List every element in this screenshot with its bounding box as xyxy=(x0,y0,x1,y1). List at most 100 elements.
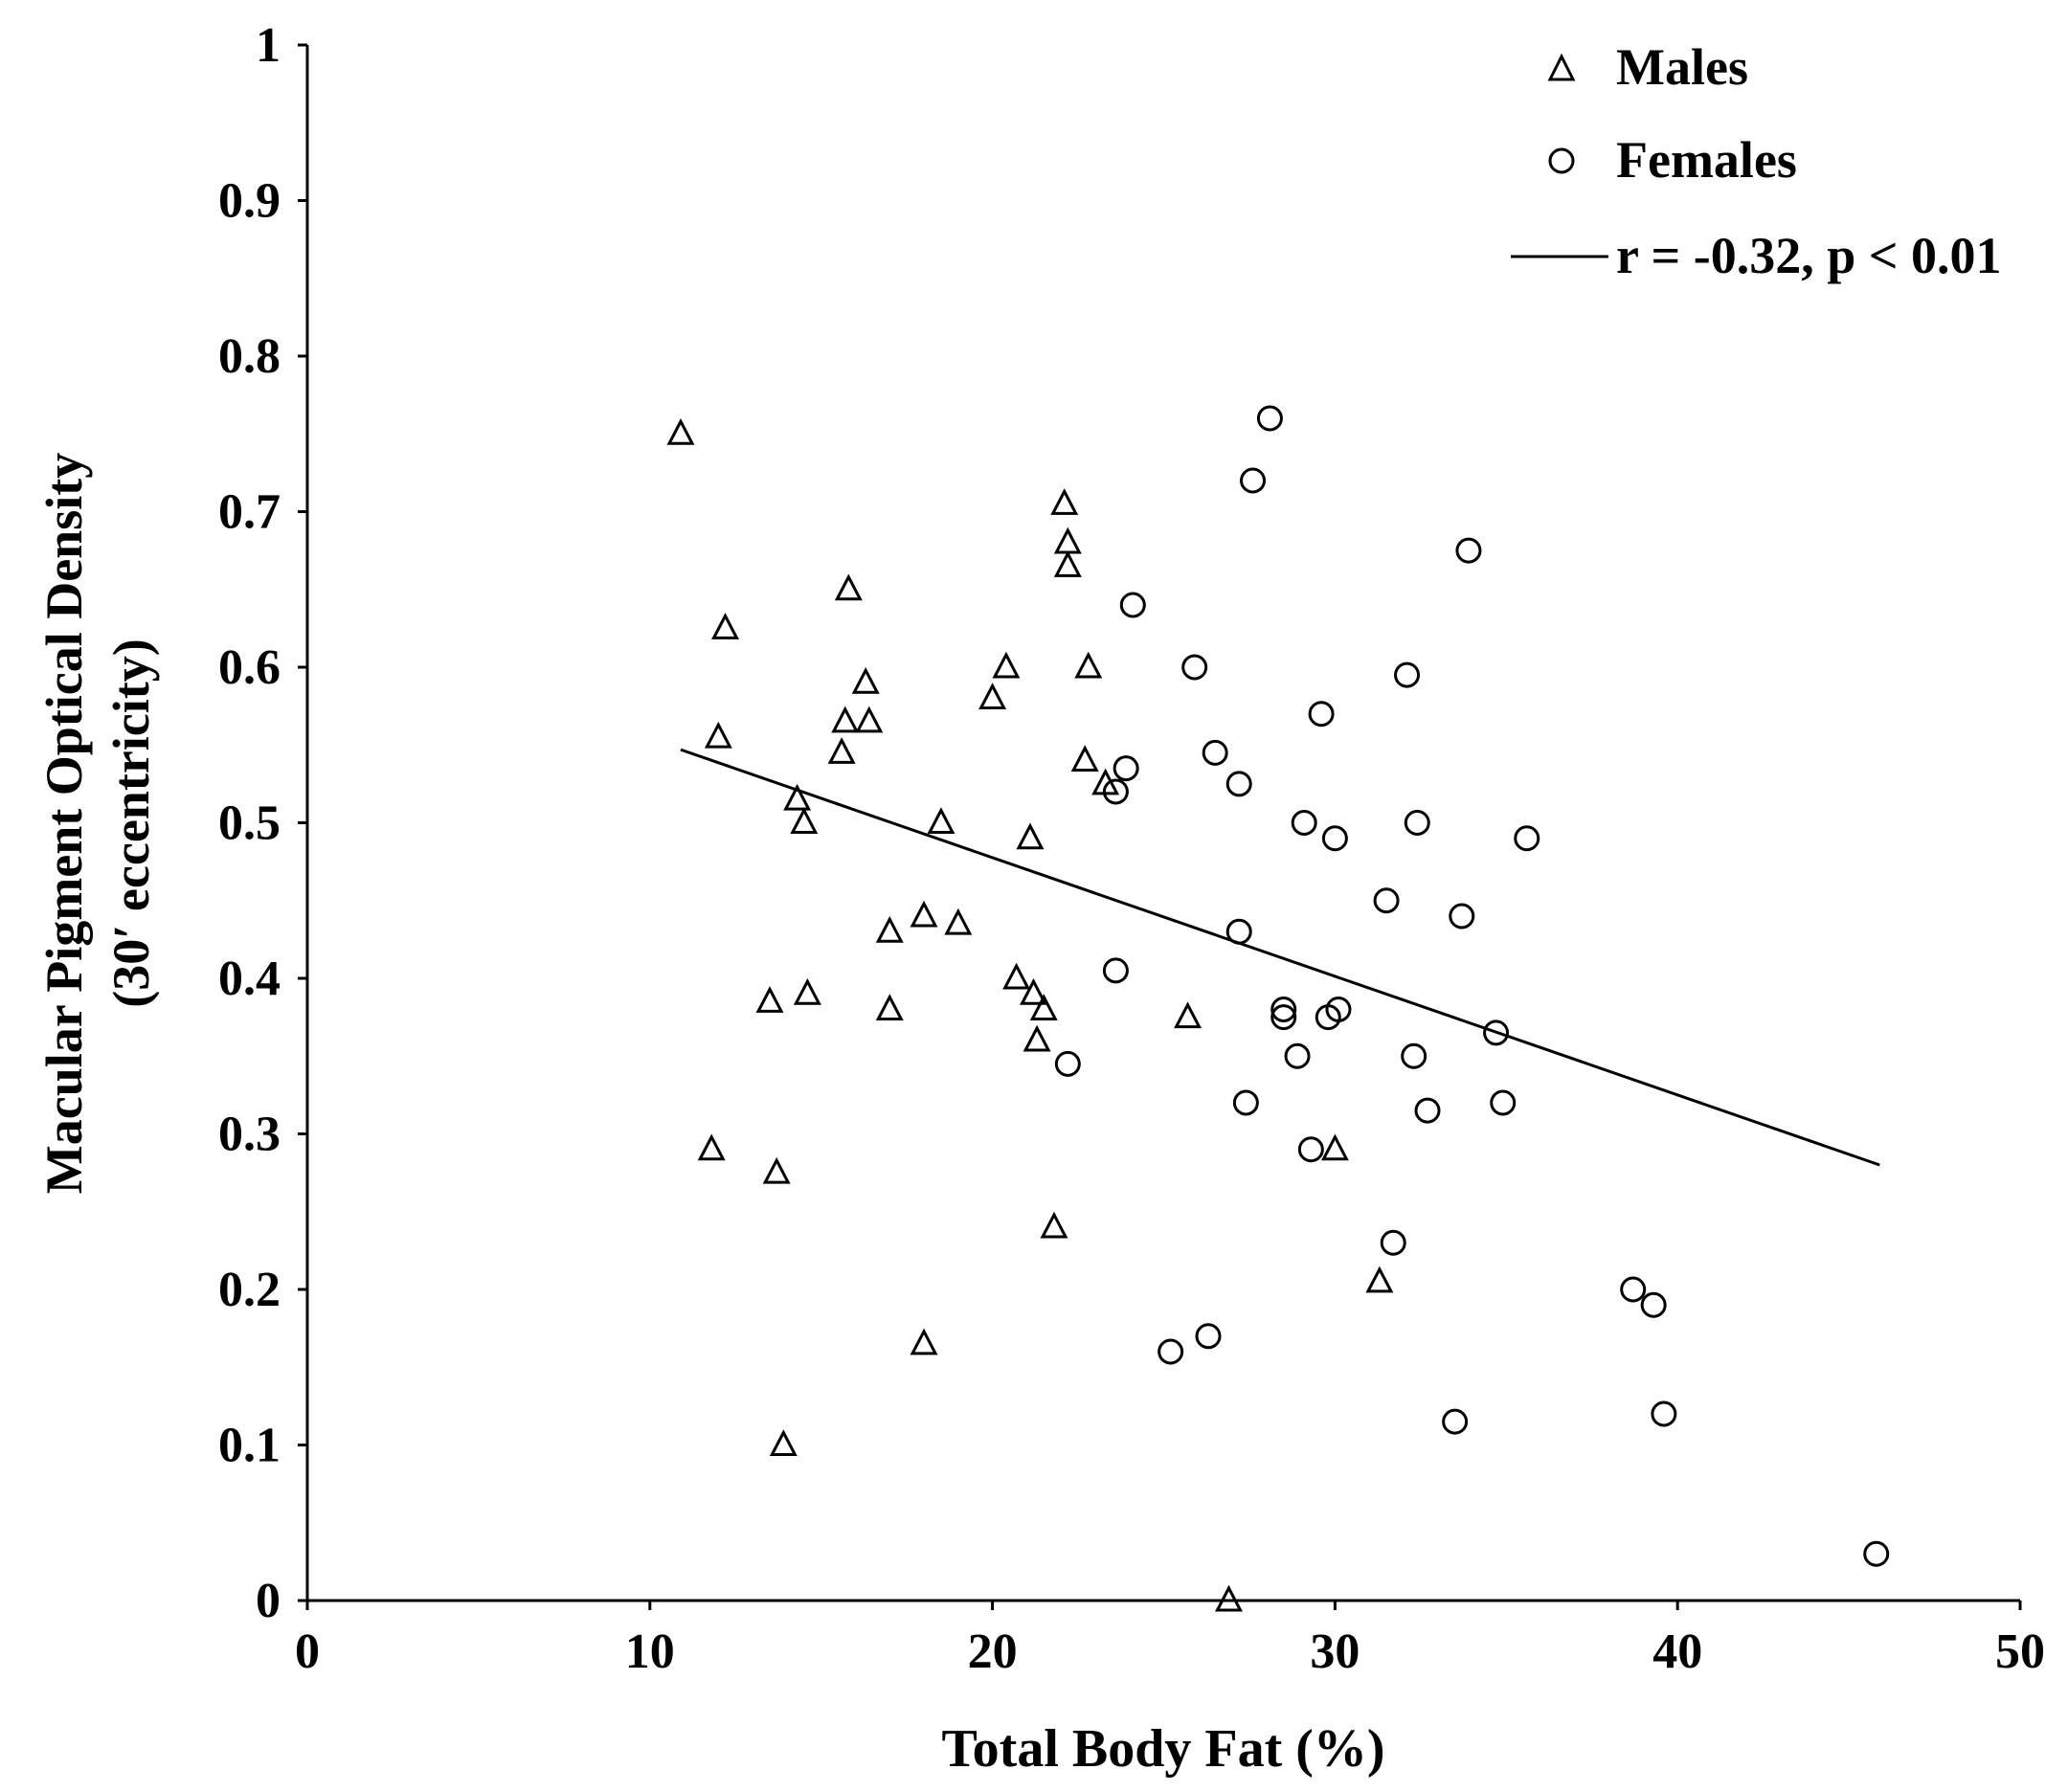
male-point xyxy=(1050,488,1079,515)
male-points xyxy=(666,418,1394,1612)
male-point xyxy=(1002,962,1031,990)
female-point xyxy=(1113,755,1139,782)
female-point xyxy=(1651,1400,1677,1427)
legend: Males Females r = -0.32, p < 0.01 xyxy=(1511,38,2002,284)
male-point xyxy=(1074,651,1103,679)
female-point xyxy=(1414,1097,1441,1124)
female-point xyxy=(1514,825,1540,852)
female-point xyxy=(1308,701,1335,728)
x-tick-label: 10 xyxy=(625,1624,675,1679)
x-tick-label: 50 xyxy=(1995,1624,2045,1679)
female-point xyxy=(1202,739,1228,766)
female-point xyxy=(1054,1050,1081,1077)
female-point xyxy=(1256,405,1283,432)
female-point xyxy=(1158,1338,1184,1365)
legend-label-trendline: r = -0.32, p < 0.01 xyxy=(1616,227,2002,284)
y-tick-label: 0 xyxy=(256,1574,281,1628)
female-point xyxy=(1102,957,1129,984)
female-point xyxy=(1620,1276,1647,1303)
female-point xyxy=(1640,1291,1667,1318)
male-point xyxy=(704,721,732,749)
y-tick-label: 0.4 xyxy=(218,952,281,1006)
female-point xyxy=(1270,997,1297,1022)
female-point xyxy=(1404,810,1430,836)
female-point xyxy=(1394,661,1421,688)
female-point xyxy=(1380,1229,1406,1256)
y-tick-label: 0.2 xyxy=(218,1263,281,1317)
y-tick-label: 0.7 xyxy=(218,485,281,540)
male-point xyxy=(783,783,812,811)
x-tick-label: 40 xyxy=(1652,1624,1702,1679)
legend-label-males: Males xyxy=(1616,38,1748,96)
male-point xyxy=(992,651,1021,679)
female-points xyxy=(1054,405,1890,1567)
male-point xyxy=(793,978,821,1005)
female-point xyxy=(1490,1089,1517,1116)
male-point xyxy=(1070,745,1099,772)
male-point xyxy=(875,994,904,1020)
male-point xyxy=(1020,978,1048,1005)
male-point xyxy=(1040,1211,1068,1239)
female-point xyxy=(1401,1042,1427,1069)
legend-triangle-marker xyxy=(1547,53,1576,81)
x-tick-label: 0 xyxy=(295,1624,320,1679)
y-tick-label: 0.9 xyxy=(218,174,281,229)
y-axis-label-line1: Macular Pigment Optical Density xyxy=(35,453,93,1194)
male-point xyxy=(769,1429,798,1456)
male-point xyxy=(711,613,739,639)
male-point xyxy=(834,573,863,601)
female-point xyxy=(1225,771,1252,797)
y-tick-label: 0.1 xyxy=(218,1419,281,1473)
female-point xyxy=(1455,537,1482,564)
female-point xyxy=(1181,654,1208,681)
male-point xyxy=(1029,994,1058,1020)
y-tick-label: 0.3 xyxy=(218,1108,281,1162)
x-ticks: 0 10 20 30 40 50 xyxy=(295,1601,2045,1679)
male-point xyxy=(851,667,880,694)
female-point xyxy=(1195,1323,1222,1350)
male-point xyxy=(697,1133,726,1161)
male-point xyxy=(855,706,884,733)
y-ticks: 0 0.1 0.2 0.3 0.4 0.5 0.6 0.7 0.8 0.9 1 xyxy=(218,18,307,1628)
female-point xyxy=(1449,903,1475,930)
female-point xyxy=(1225,918,1252,945)
x-tick-label: 20 xyxy=(968,1624,1018,1679)
female-point xyxy=(1240,467,1267,494)
female-point xyxy=(1102,778,1129,805)
trendline xyxy=(680,748,1880,1167)
y-tick-label: 0.6 xyxy=(218,640,281,695)
male-point xyxy=(1053,550,1082,577)
female-point xyxy=(1119,592,1146,618)
male-point xyxy=(755,986,784,1013)
male-point xyxy=(1215,1584,1243,1612)
female-point xyxy=(1863,1540,1890,1567)
male-point xyxy=(927,807,955,834)
x-tick-label: 30 xyxy=(1310,1624,1360,1679)
male-point xyxy=(1174,1001,1203,1029)
male-point xyxy=(910,1328,938,1355)
legend-circle-marker xyxy=(1548,147,1575,174)
trendline-group xyxy=(680,748,1880,1167)
female-point xyxy=(1321,825,1348,852)
male-point xyxy=(910,900,938,928)
y-axis-label-line2: (30′ eccentricity) xyxy=(102,638,160,1007)
female-point xyxy=(1297,1136,1324,1163)
female-point xyxy=(1232,1089,1259,1116)
male-point xyxy=(1320,1133,1349,1161)
y-tick-label: 1 xyxy=(256,18,281,73)
male-point xyxy=(762,1156,791,1184)
x-axis-label: Total Body Fat (%) xyxy=(941,1719,1384,1779)
female-point xyxy=(1373,887,1400,914)
male-point xyxy=(827,737,856,764)
legend-label-females: Females xyxy=(1616,131,1797,189)
y-tick-label: 0.5 xyxy=(218,796,281,851)
female-point xyxy=(1284,1042,1311,1069)
female-point xyxy=(1291,810,1317,836)
female-point xyxy=(1483,1019,1510,1046)
female-point xyxy=(1442,1408,1469,1435)
male-point xyxy=(875,916,904,943)
male-point xyxy=(790,807,819,834)
male-point xyxy=(831,706,860,733)
female-point xyxy=(1270,1004,1297,1031)
